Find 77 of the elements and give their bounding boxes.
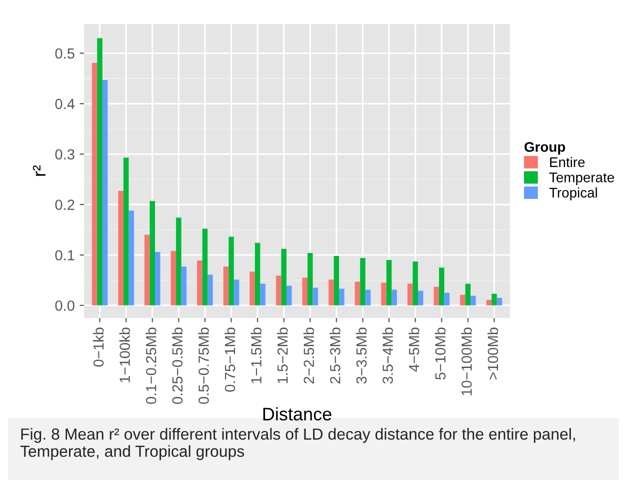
bar (150, 201, 155, 306)
bar (434, 286, 439, 306)
x-tick-label: 5−10Mb (434, 328, 446, 380)
x-axis-title: Distance (263, 407, 332, 420)
x-tick-label: 1−100kb (119, 328, 130, 382)
bar (92, 62, 98, 306)
y-tick-label: 0.4 (55, 98, 75, 110)
bar (181, 266, 187, 306)
y-tick-label: 0.5 (55, 48, 74, 59)
bar (176, 218, 182, 306)
bar (354, 282, 360, 306)
bar (339, 288, 344, 306)
bar (460, 294, 466, 306)
x-tick-label: 1.5−2Mb (277, 328, 288, 384)
bar (250, 272, 255, 306)
bar (228, 236, 234, 306)
legend-title: Group (524, 142, 566, 155)
y-tick-label: 0.2 (55, 200, 74, 210)
x-tick-label: 0.1−0.25Mb (146, 328, 156, 404)
bar (302, 278, 308, 306)
bar (465, 284, 471, 306)
y-tick-label: 0.3 (55, 149, 74, 160)
x-tick-label: 3.5−4Mb (382, 328, 393, 384)
bar (155, 252, 160, 306)
legend-label: Tropical (549, 187, 597, 200)
bar (418, 290, 424, 306)
bar (118, 190, 124, 306)
bar (308, 252, 313, 306)
bar (128, 210, 134, 306)
bar (486, 300, 492, 306)
bar (123, 158, 129, 306)
bar (276, 276, 282, 306)
bar (197, 260, 202, 306)
bar (286, 286, 292, 306)
x-tick-label: 10−100Mb (461, 328, 472, 396)
bar (260, 284, 266, 306)
bar (470, 296, 476, 306)
legend-label: Entire (550, 156, 585, 168)
bar (365, 290, 371, 306)
x-tick-label: 1−1.5Mb (250, 328, 262, 384)
bar (392, 290, 397, 306)
bar (202, 228, 208, 306)
bar (412, 262, 418, 306)
y-tick-label: 0.0 (55, 300, 74, 311)
x-tick-label: 3−3.5Mb (356, 328, 367, 384)
bar (223, 266, 229, 306)
bar (208, 274, 213, 306)
bar (281, 248, 286, 306)
bar (234, 280, 240, 306)
caption: Fig. 8 Mean r² over different intervals of LD decay distance for the entire panel, Temperate, and Tropical groups (20, 428, 575, 460)
bar (439, 268, 444, 306)
bar (312, 288, 318, 306)
bar (360, 258, 366, 306)
legend-label: Temperate (549, 172, 614, 186)
y-tick-label: 0.1 (55, 250, 74, 260)
x-tick-label: 4−5Mb (408, 328, 420, 372)
x-tick-label: 2−2.5Mb (303, 328, 314, 384)
bar (97, 38, 102, 306)
x-tick-label: 0.5−0.75Mb (198, 328, 209, 404)
bar (334, 256, 340, 306)
bar (381, 282, 386, 306)
x-tick-label: 0.25−0.5Mb (172, 328, 183, 404)
bar (170, 250, 176, 306)
x-tick-label: 0−1kb (92, 328, 104, 367)
x-tick-label: >100Mb (487, 328, 498, 380)
bar (496, 298, 502, 306)
bar (102, 80, 108, 306)
y-axis-title: r² (32, 165, 46, 176)
bar (444, 292, 450, 306)
bar (407, 284, 413, 306)
bar (254, 242, 260, 306)
bar (386, 260, 392, 306)
bar (144, 234, 150, 306)
bar (328, 280, 334, 306)
bar (492, 294, 497, 306)
x-tick-label: 0.75−1Mb (224, 328, 236, 392)
x-tick-label: 2.5−3Mb (330, 328, 340, 384)
